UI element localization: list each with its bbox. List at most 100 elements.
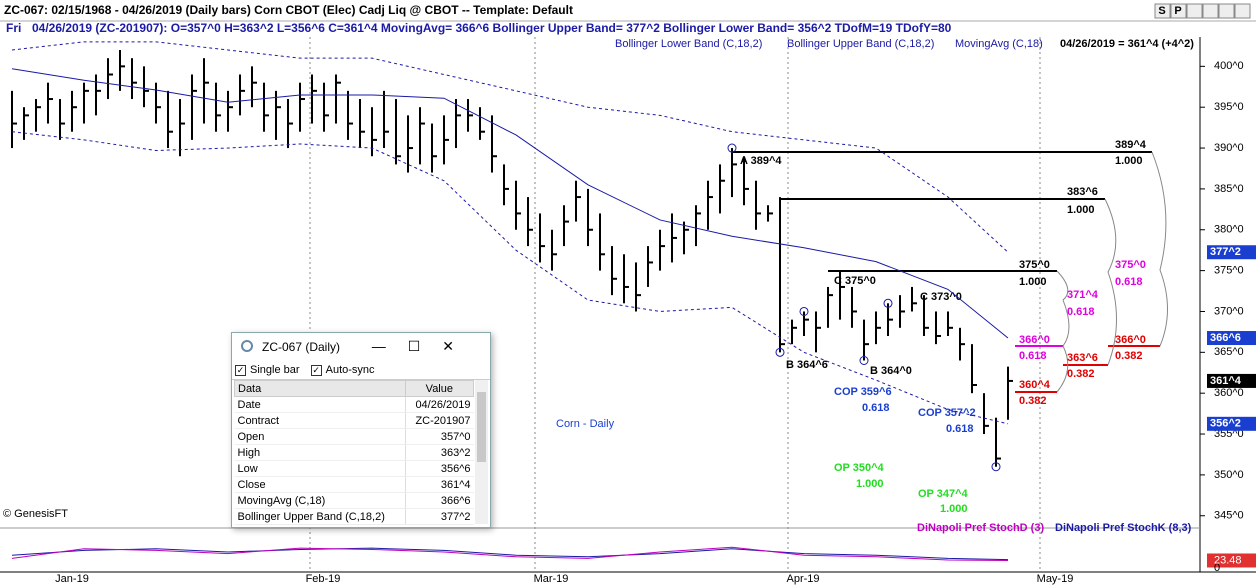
time-label: Mar-19 [534,573,569,585]
column-header: Value [404,380,475,397]
annotation: 1.000 [1019,276,1047,288]
cell: Bollinger Upper Band (C,18,2) [234,508,406,525]
osc-line [11,547,1009,561]
price-marker [1207,331,1256,346]
annotation: 0.618 [1019,350,1047,362]
button[interactable] [1186,3,1203,19]
legend-item: Bollinger Lower Band (C,18,2) [615,38,762,50]
annotation: 0.618 [862,402,890,414]
annotation: 1.000 [1115,155,1143,167]
pivot [799,306,809,316]
price-marker [1207,416,1256,431]
price-label: 355^0 [1214,428,1244,440]
annotation: 371^4 [1067,289,1099,301]
annotation: B 364^6 [786,359,828,371]
annotation: 360^4 [1019,379,1051,391]
day: Fri [6,21,21,35]
cell: MovingAvg (C,18) [234,492,406,509]
time-label: Apr-19 [786,573,819,585]
button-label[interactable]: P [1174,5,1181,17]
annotation: C 375^0 [834,275,876,287]
button[interactable] [1218,3,1235,19]
cell: 357^0 [404,428,474,445]
button-label[interactable]: S [1158,5,1165,17]
title-bar [0,0,1256,21]
header-row: Data Value [234,380,475,397]
annotation: 0.382 [1067,368,1095,380]
annotation: COP 359^6 [834,386,892,398]
cell: 356^6 [404,460,474,477]
price-marker-label: 356^2 [1210,418,1241,430]
column-header: Data [234,380,406,397]
pivot [775,347,785,357]
cell: Open [234,428,406,445]
annotation: 383^6 [1067,186,1098,198]
data-row: Close 361^4 [234,476,474,493]
annotation: A 389^4 [740,155,782,167]
osc-label: DiNapoli Pref StochK (8,3) [1055,522,1192,534]
osc-label: 0 [1214,562,1220,574]
cell: 377^2 [404,508,474,525]
price-label: 365^0 [1214,346,1244,358]
annotation: 389^4 [1115,139,1147,151]
checkbox[interactable]: ✓ [235,364,246,376]
cell: Contract [234,412,406,429]
annotations: A 389^4 389^4 1.000 383^6 1.000 375^0 1.… [740,139,1147,515]
button[interactable] [1202,3,1219,19]
data-window[interactable]: ZC-067 (Daily) —☐✕ ✓ Single bar ✓ Auto-sync… [231,332,491,528]
legend-item: MovingAvg (C,18) [955,38,1043,50]
pivot [991,462,1001,472]
button[interactable] [1154,3,1171,19]
time-label: Feb-19 [306,573,341,585]
arc [1056,270,1070,393]
checkbox[interactable]: ✓ [310,364,322,376]
window-controls[interactable]: —☐✕ [371,338,476,354]
osc-label: 23.48 [1214,554,1242,566]
data-row: High 363^2 [234,444,474,461]
annotation: COP 357^2 [918,407,976,419]
price-label: 385^0 [1214,183,1244,195]
pivot [727,143,737,153]
indicator-line [11,68,1009,339]
legend-item: Bollinger Upper Band (C,18,2) [787,38,934,50]
copyright: © GenesisFT [3,508,68,520]
price-marker [1207,245,1256,260]
price-marker-label: 366^6 [1210,332,1241,344]
annotation: 363^6 [1067,352,1098,364]
annotation: 366^0 [1019,334,1050,346]
last-value: 04/26/2019 = 361^4 (+4^2) [1060,38,1194,50]
cell: 363^2 [404,444,474,461]
osc-line [11,546,1009,561]
chart-label: Corn - Daily [556,418,615,430]
price-marker-label: 361^4 [1210,375,1242,387]
price-label: 380^0 [1214,224,1244,236]
options: ✓ Single bar ✓ Auto-sync [232,361,490,380]
time-label: Jan-19 [55,573,89,585]
cell: Date [234,396,406,413]
annotation: 1.000 [856,478,884,490]
annotation: 0.382 [1115,350,1143,362]
scrollbar[interactable] [475,380,488,524]
time-label: May-19 [1037,573,1074,585]
annotation: 0.618 [1115,276,1143,288]
price-label: 360^0 [1214,387,1244,399]
indicator-line [11,41,1009,253]
option[interactable]: Auto-sync [325,364,375,376]
annotation: 0.618 [946,423,974,435]
cell: Low [234,460,406,477]
option[interactable]: Single bar [250,364,300,376]
price-label: 400^0 [1214,60,1244,72]
button[interactable] [1170,3,1187,19]
annotation: 366^0 [1115,334,1146,346]
button[interactable] [1234,3,1251,19]
annotation: 0.618 [1067,306,1095,318]
price-marker [1207,373,1256,388]
cell: 04/26/2019 [404,396,474,413]
annotation: OP 350^4 [834,462,885,474]
window-buttons[interactable]: S P [1154,3,1251,19]
data-row: Bollinger Upper Band (C,18,2) 377^2 [234,508,474,525]
cell: Close [234,476,406,493]
data-row: Low 356^6 [234,460,474,477]
